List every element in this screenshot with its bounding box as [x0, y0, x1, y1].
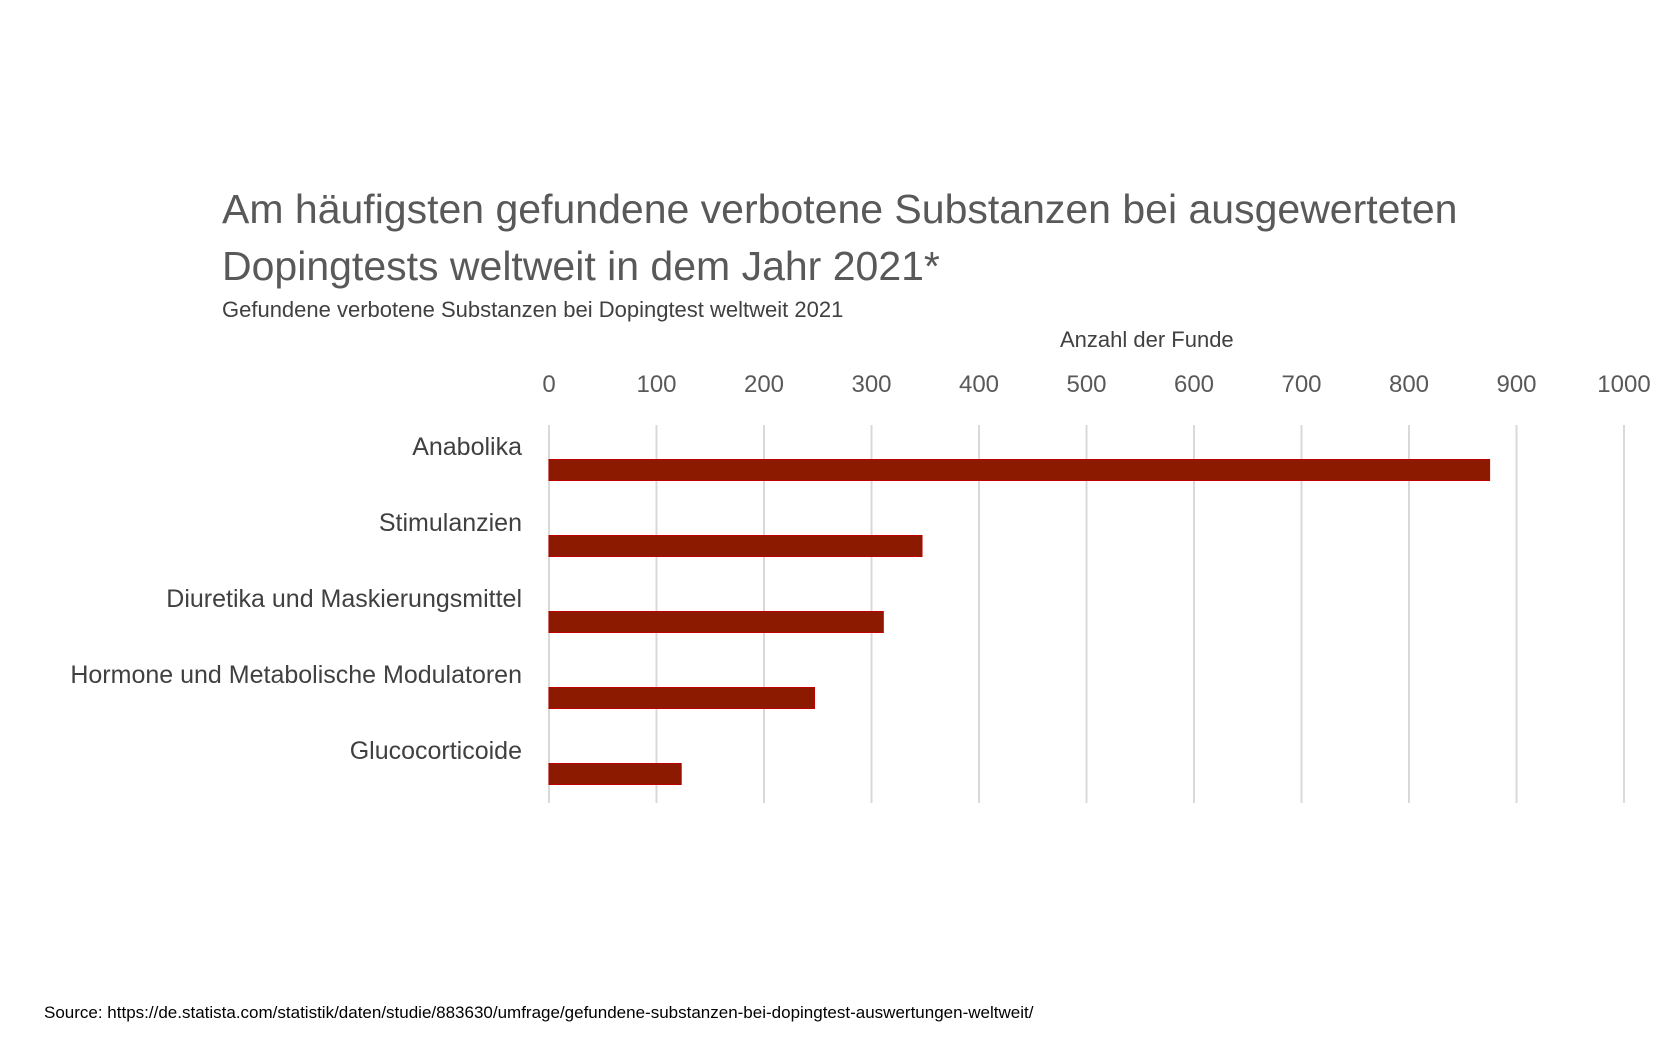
bars	[548, 459, 1491, 785]
x-tick-label: 600	[1174, 371, 1214, 398]
x-tick-label: 100	[636, 371, 676, 398]
bar	[548, 611, 884, 633]
x-tick-label: 1000	[1597, 371, 1650, 398]
chart-title-line-1: Am häufigsten gefundene verbotene Substa…	[222, 186, 1458, 232]
bar	[548, 763, 682, 785]
chart-title-line-2: Dopingtests weltweit in dem Jahr 2021*	[222, 243, 940, 289]
bar	[548, 459, 1491, 481]
category-label: Diuretika und Maskierungsmittel	[166, 585, 522, 613]
source-note: Source: https://de.statista.com/statisti…	[44, 1003, 1034, 1022]
category-label: Hormone und Metabolische Modulatoren	[70, 661, 522, 689]
x-tick-label: 300	[851, 371, 891, 398]
bar	[548, 535, 923, 557]
category-label: Anabolika	[412, 433, 522, 461]
bar	[548, 687, 816, 709]
category-label: Stimulanzien	[379, 509, 522, 537]
x-tick-label: 0	[542, 371, 555, 398]
category-labels: Anabolika Stimulanzien Diuretika und Maski…	[70, 433, 522, 765]
category-label: Glucocorticoide	[350, 737, 522, 765]
chart-subtitle: Gefundene verbotene Substanzen bei Dopin…	[222, 297, 844, 322]
x-tick-label: 800	[1389, 371, 1429, 398]
x-tick-label: 400	[959, 371, 999, 398]
x-tick-label: 700	[1281, 371, 1321, 398]
x-tick-label: 900	[1496, 371, 1536, 398]
x-tick-label: 200	[744, 371, 784, 398]
x-axis-label: Anzahl der Funde	[1060, 327, 1234, 352]
x-tick-label: 500	[1066, 371, 1106, 398]
x-tick-labels: 0 100 200 300 400 500 600 700 800 900 1000	[542, 371, 1650, 398]
